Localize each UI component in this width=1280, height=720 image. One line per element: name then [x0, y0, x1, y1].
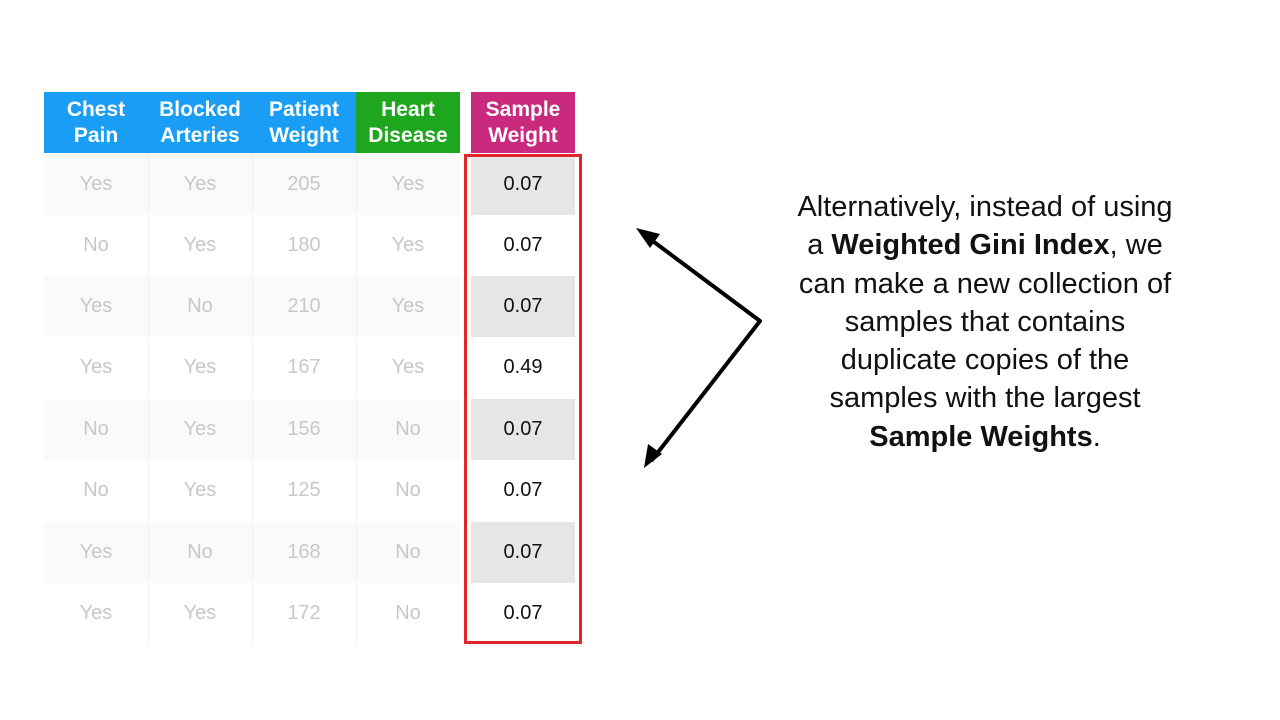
cell-patient-weight: 125: [287, 479, 321, 501]
cell-patient-weight: 180: [287, 234, 321, 256]
explanation-line: samples that contains: [844, 305, 1126, 338]
header-heart-disease: Heart Disease: [356, 92, 460, 153]
explanation-text: Alternatively, instead of using a Weight…: [760, 188, 1210, 456]
cell-sample-weight: 0.07: [471, 276, 575, 337]
explanation-line: Alternatively, instead of using: [797, 191, 1173, 223]
cell-patient-weight: 156: [287, 418, 321, 440]
header-chest-pain: Chest Pain: [44, 92, 148, 153]
cell-chest-pain: Yes: [79, 295, 113, 317]
cell-heart-disease: No: [395, 541, 421, 563]
cell-blocked-arteries: No: [187, 295, 213, 317]
cell-chest-pain: Yes: [79, 541, 113, 563]
explanation-line-prefix: a: [807, 229, 832, 262]
cell-blocked-arteries: Yes: [183, 234, 217, 256]
cell-patient-weight: 167: [287, 356, 321, 378]
cell-chest-pain: No: [83, 418, 109, 440]
header-heart-disease-line2: Disease: [368, 123, 448, 147]
column-divider: [356, 153, 357, 645]
cell-heart-disease: Yes: [391, 356, 425, 378]
header-chest-pain-line1: Chest: [66, 97, 126, 121]
cell-patient-weight: 172: [287, 602, 321, 624]
cell-patient-weight: 210: [287, 295, 321, 317]
header-blocked-arteries-line1: Blocked: [159, 97, 241, 121]
cell-chest-pain: Yes: [79, 602, 113, 624]
explanation-line: a Weighted Gini Index, we: [760, 226, 1210, 264]
sample-weights-term: Sample Weights: [869, 420, 1093, 453]
cell-chest-pain: No: [83, 479, 109, 501]
cell-blocked-arteries: No: [187, 541, 213, 563]
header-blocked-arteries: Blocked Arteries: [148, 92, 252, 153]
cell-blocked-arteries: Yes: [183, 602, 217, 624]
cell-heart-disease: No: [395, 602, 421, 624]
cell-chest-pain: Yes: [79, 173, 113, 195]
explanation-line: duplicate copies of the: [840, 344, 1130, 377]
cell-blocked-arteries: Yes: [183, 356, 217, 378]
cell-patient-weight: 205: [287, 173, 321, 195]
header-patient-weight: Patient Weight: [252, 92, 356, 153]
explanation-line: Sample Weights.: [760, 418, 1210, 456]
weighted-gini-index-term: Weighted Gini Index: [831, 229, 1110, 262]
header-heart-disease-line1: Heart: [381, 97, 435, 121]
cell-sample-weight: 0.07: [471, 460, 575, 521]
sample-weight-highlight-box: [464, 154, 582, 644]
cell-sample-weight: 0.07: [471, 583, 575, 644]
cell-chest-pain: Yes: [79, 356, 113, 378]
cell-sample-weight: 0.07: [471, 399, 575, 460]
header-blocked-arteries-line2: Arteries: [160, 123, 240, 147]
explanation-line: samples with the largest: [829, 382, 1141, 415]
explanation-line-suffix: , we: [1109, 229, 1163, 262]
cell-sample-weight: 0.07: [471, 215, 575, 276]
header-patient-weight-line1: Patient: [268, 97, 339, 121]
cell-heart-disease: No: [395, 479, 421, 501]
cell-blocked-arteries: Yes: [183, 479, 217, 501]
cell-heart-disease: No: [395, 418, 421, 440]
cell-heart-disease: Yes: [391, 295, 425, 317]
header-sample-weight-line1: Sample: [485, 97, 561, 121]
column-divider: [148, 153, 149, 645]
cell-blocked-arteries: Yes: [183, 173, 217, 195]
cell-chest-pain: No: [83, 234, 109, 256]
header-patient-weight-line2: Weight: [269, 123, 339, 147]
column-divider: [252, 153, 253, 645]
explanation-line-suffix: .: [1092, 420, 1101, 453]
header-chest-pain-line2: Pain: [73, 123, 119, 147]
header-sample-weight-line2: Weight: [488, 123, 558, 147]
cell-sample-weight: 0.49: [471, 337, 575, 398]
cell-patient-weight: 168: [287, 541, 321, 563]
header-sample-weight: Sample Weight: [471, 92, 575, 153]
explanation-line: can make a new collection of: [798, 267, 1172, 300]
cell-sample-weight: 0.07: [471, 154, 575, 215]
cell-blocked-arteries: Yes: [183, 418, 217, 440]
cell-sample-weight: 0.07: [471, 522, 575, 583]
cell-heart-disease: Yes: [391, 234, 425, 256]
cell-heart-disease: Yes: [391, 173, 425, 195]
